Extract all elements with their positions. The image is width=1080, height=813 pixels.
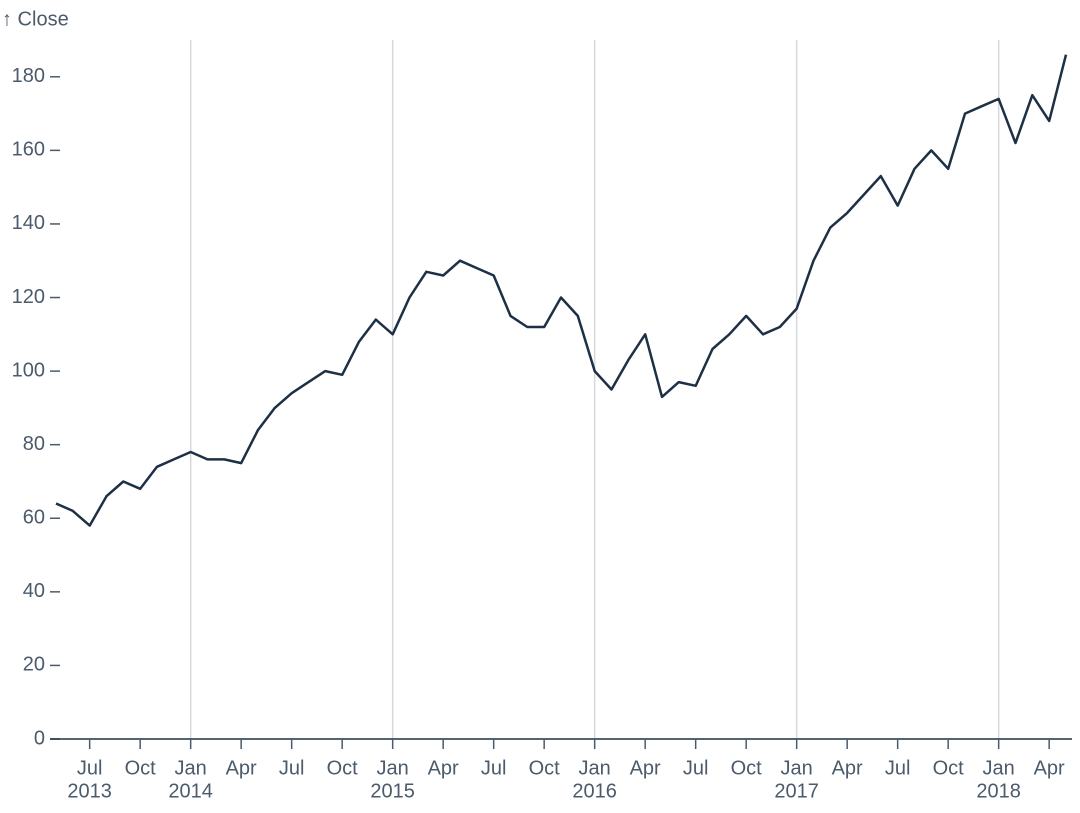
x-tick-label: Jul bbox=[279, 757, 305, 779]
x-tick-label: Oct bbox=[731, 757, 763, 779]
x-tick-label: Apr bbox=[1034, 757, 1065, 779]
y-tick-label: 120 bbox=[12, 286, 45, 308]
x-tick-label: Jan bbox=[781, 757, 813, 779]
x-tick-label: Jul bbox=[683, 757, 709, 779]
x-tick-label: Jan bbox=[579, 757, 611, 779]
x-tick-label: Oct bbox=[933, 757, 965, 779]
y-tick-label: 160 bbox=[12, 139, 45, 161]
y-tick-label: 20 bbox=[23, 654, 45, 676]
x-tick-label: Jan bbox=[175, 757, 207, 779]
line bbox=[55, 54, 1068, 527]
y-tick-label: 60 bbox=[23, 507, 45, 529]
y-tick-label: 40 bbox=[23, 580, 45, 602]
y-tick-label: 180 bbox=[12, 65, 45, 87]
y-tick-label: 140 bbox=[12, 212, 45, 234]
y-tick-label: 0 bbox=[34, 727, 45, 749]
y-tick-label: 80 bbox=[23, 433, 45, 455]
x-tick-label: Apr bbox=[226, 757, 257, 779]
x-tick-label: Jul bbox=[481, 757, 507, 779]
x-tick-year: 2018 bbox=[976, 780, 1021, 802]
x-tick-year: 2014 bbox=[168, 780, 213, 802]
x-tick-label: Apr bbox=[428, 757, 459, 779]
x-tick-label: Jul bbox=[885, 757, 911, 779]
x-tick-year: 2013 bbox=[67, 780, 112, 802]
x-tick-label: Jul bbox=[77, 757, 103, 779]
x-tick-year: 2017 bbox=[774, 780, 819, 802]
x-tick-label: Oct bbox=[125, 757, 157, 779]
x-tick-year: 2015 bbox=[370, 780, 415, 802]
x-tick-label: Oct bbox=[327, 757, 359, 779]
x-tick-year: 2016 bbox=[572, 780, 617, 802]
y-axis-label: ↑ Close bbox=[2, 8, 69, 30]
x-tick-label: Apr bbox=[630, 757, 661, 779]
x-tick-label: Oct bbox=[529, 757, 561, 779]
x-tick-label: Apr bbox=[832, 757, 863, 779]
y-tick-label: 100 bbox=[12, 359, 45, 381]
x-tick-label: Jan bbox=[983, 757, 1015, 779]
x-tick-label: Jan bbox=[377, 757, 409, 779]
